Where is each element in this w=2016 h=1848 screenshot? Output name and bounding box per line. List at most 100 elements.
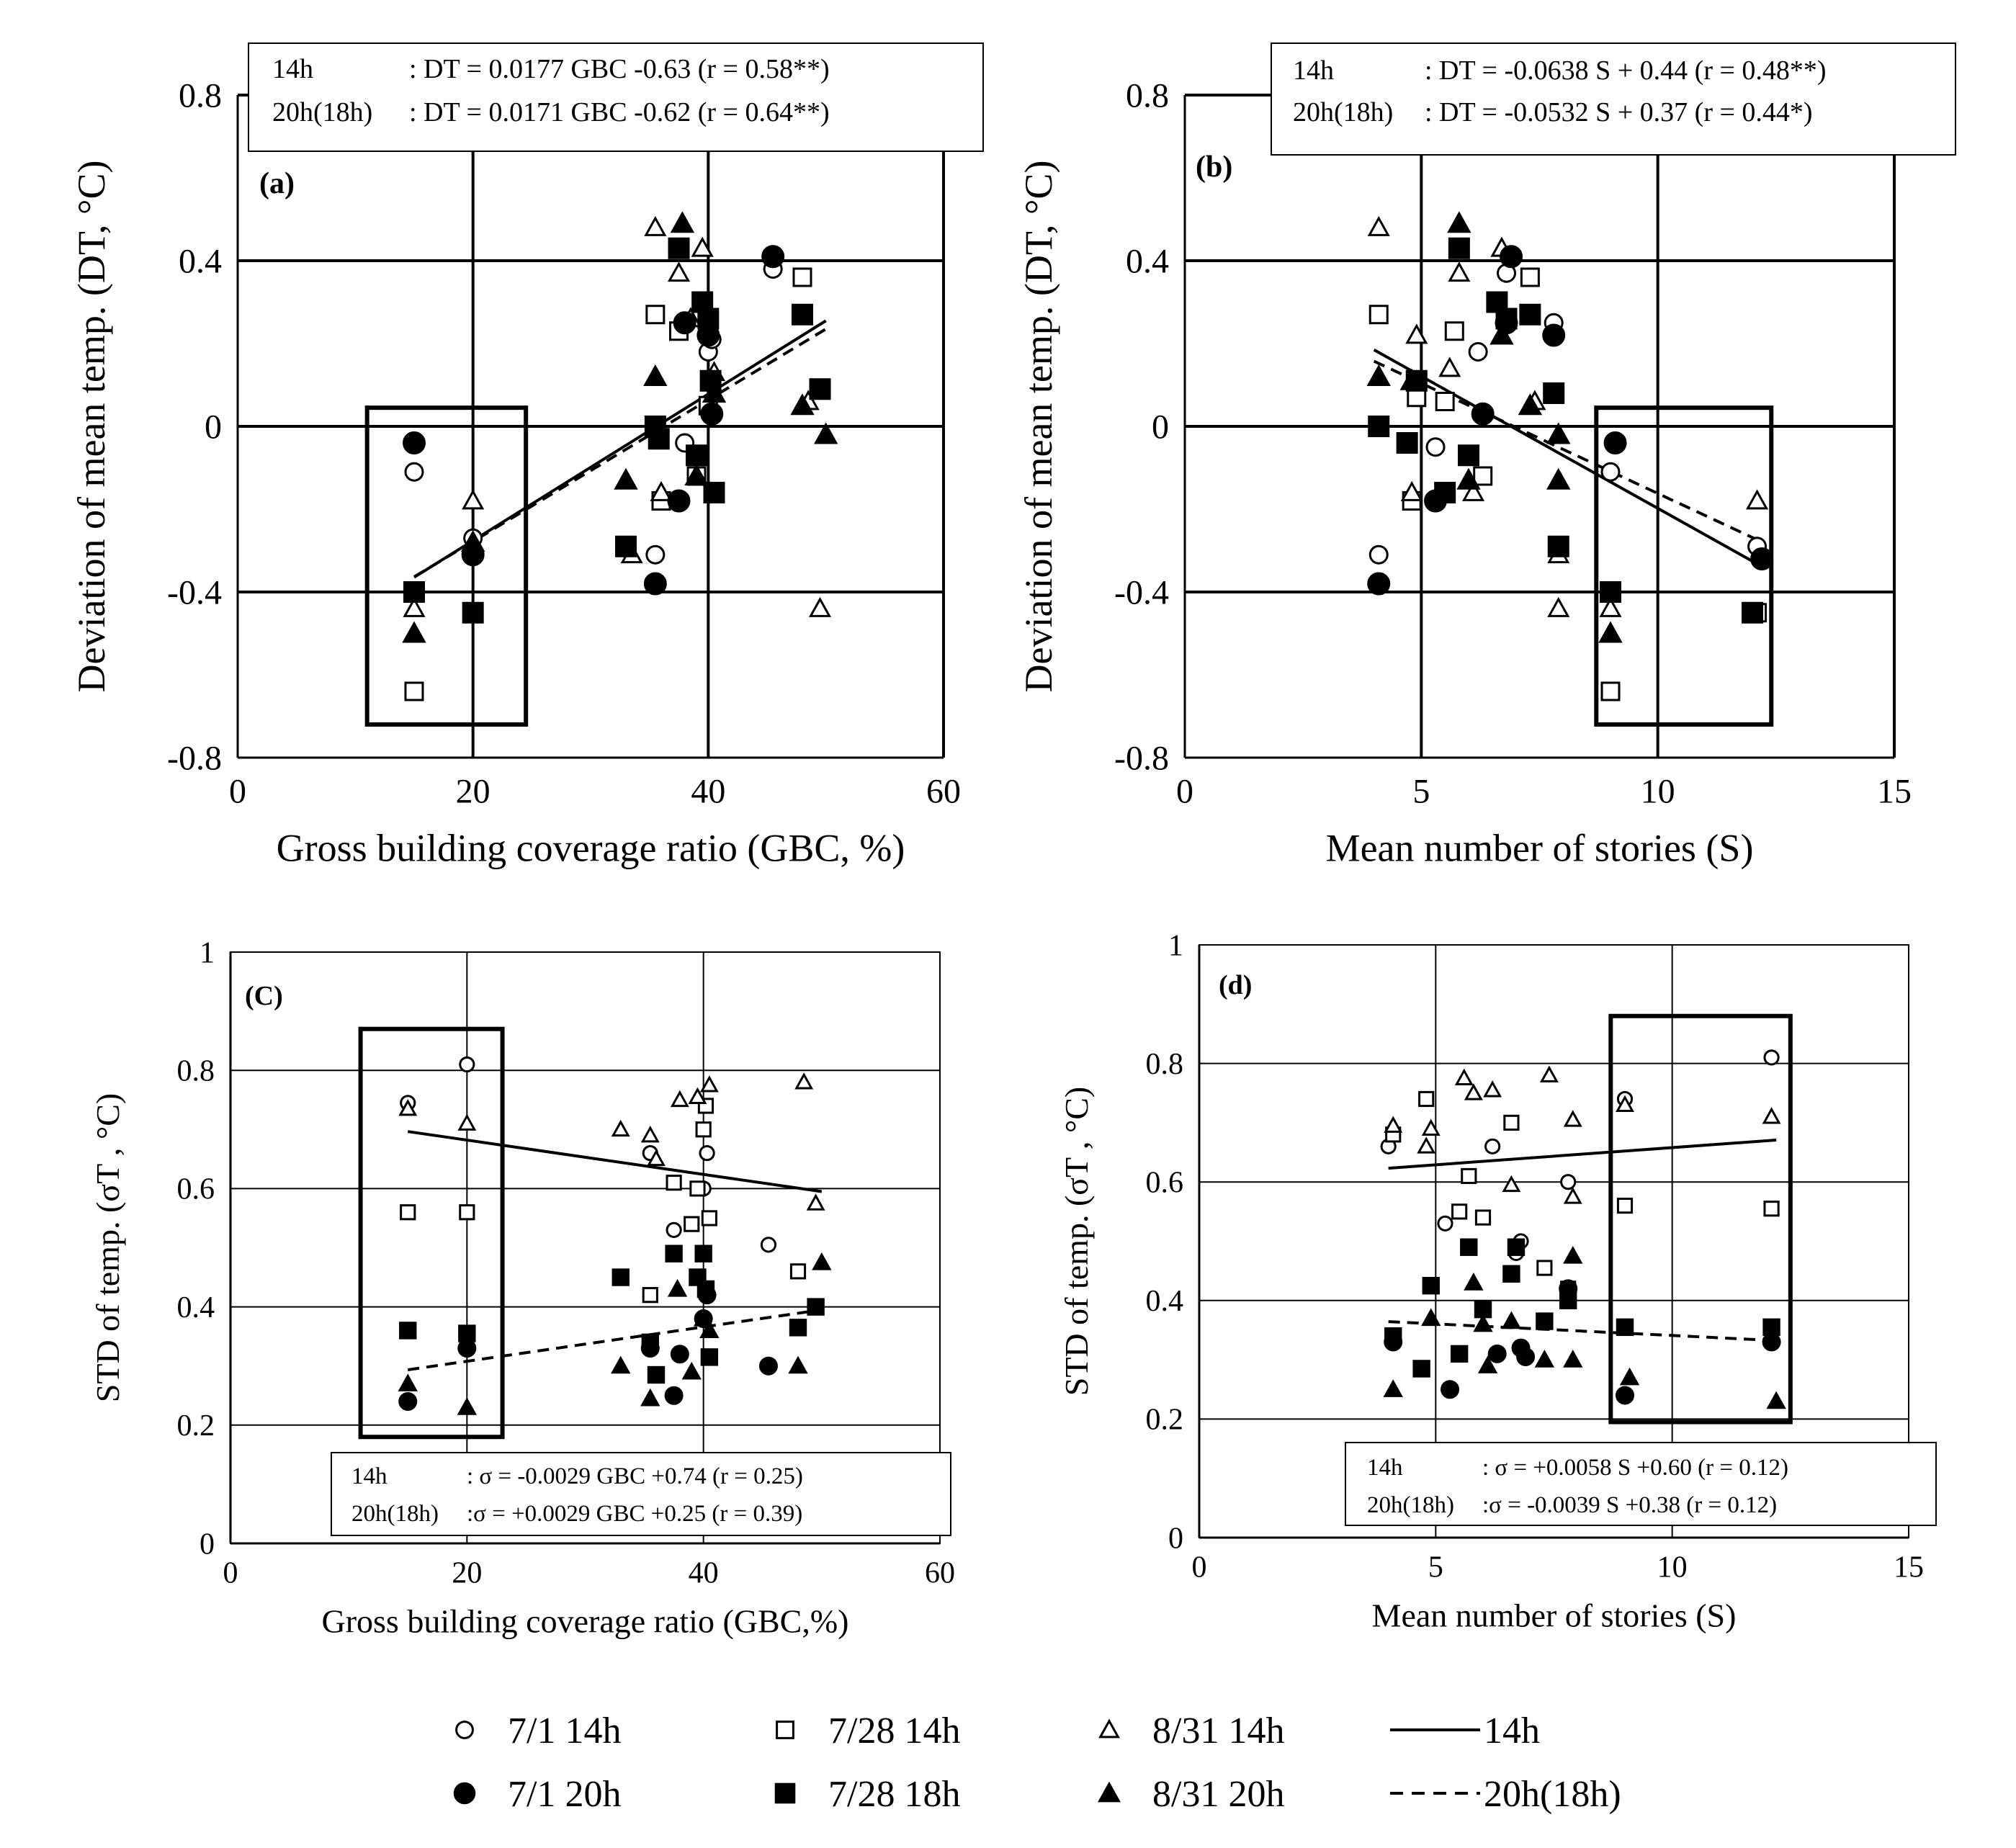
data-point — [1518, 393, 1543, 416]
data-point — [1477, 1355, 1498, 1373]
data-point — [694, 1244, 712, 1262]
data-point — [1417, 1136, 1436, 1154]
data-point — [1599, 596, 1622, 617]
highlight-box — [1594, 405, 1774, 727]
data-point — [1462, 480, 1485, 501]
equation-text: : DT = -0.0532 S + 0.37 (r = 0.44*) — [1425, 97, 1813, 127]
data-point — [684, 463, 709, 485]
data-point — [667, 261, 691, 282]
data-point — [1456, 467, 1481, 490]
data-point — [1367, 572, 1391, 596]
data-point — [650, 480, 673, 501]
data-point — [1487, 1344, 1507, 1363]
equation-time: 20h(18h) — [1367, 1492, 1454, 1518]
data-point — [642, 1287, 658, 1304]
data-point — [808, 596, 832, 617]
data-point — [1444, 321, 1464, 341]
data-point — [1746, 489, 1769, 510]
data-point — [1598, 621, 1623, 643]
data-point — [643, 572, 667, 596]
data-point — [1468, 342, 1488, 362]
equation-time: 20h(18h) — [1293, 97, 1393, 127]
data-point — [1435, 392, 1455, 411]
data-point — [792, 303, 813, 326]
equation-time: 14h — [272, 54, 313, 84]
y-tick-label: -0.8 — [167, 739, 222, 777]
data-point — [809, 378, 831, 400]
x-tick-label: 0 — [223, 1557, 238, 1590]
data-point — [1484, 1138, 1501, 1154]
data-point — [643, 364, 668, 386]
data-point — [760, 1237, 777, 1253]
y-tick-label: 0.8 — [179, 76, 222, 115]
data-point — [688, 1087, 707, 1104]
data-point — [691, 236, 714, 257]
panel-label: (C) — [245, 981, 283, 1011]
data-point — [640, 1388, 660, 1407]
equation-time: 14h — [1367, 1455, 1403, 1481]
data-point — [457, 1397, 478, 1415]
data-point — [1616, 1318, 1634, 1337]
x-tick-label: 40 — [691, 772, 725, 810]
data-point — [1412, 1360, 1430, 1378]
legend-label: 14h — [1484, 1710, 1540, 1751]
data-point — [1448, 261, 1471, 282]
x-tick-label: 0 — [1192, 1551, 1207, 1584]
y-tick-label: 0.8 — [177, 1054, 215, 1087]
data-point — [1421, 1118, 1441, 1136]
x-tick-label: 10 — [1657, 1551, 1688, 1584]
y-axis-label: Deviation of mean temp. (DT, °C) — [70, 161, 113, 693]
data-point — [457, 1113, 477, 1131]
data-point — [693, 1308, 714, 1327]
data-point — [1495, 308, 1518, 330]
data-point — [1461, 1167, 1477, 1185]
data-point — [666, 1175, 682, 1191]
highlight-box — [364, 405, 529, 727]
x-tick-label: 15 — [1894, 1551, 1924, 1584]
legend-label: 7/1 20h — [508, 1774, 621, 1815]
data-point — [695, 1121, 712, 1138]
data-point — [697, 308, 720, 330]
data-point — [1448, 237, 1470, 259]
data-point — [1563, 1187, 1582, 1204]
y-tick-label: 0.8 — [1126, 76, 1169, 115]
data-point — [701, 1210, 717, 1226]
data-point — [1603, 431, 1627, 454]
data-point — [1563, 1110, 1582, 1127]
equation-box — [1271, 42, 1956, 156]
data-point — [1542, 323, 1566, 347]
data-point — [1434, 482, 1456, 503]
data-point — [1534, 1350, 1555, 1368]
legend-label: 8/31 14h — [1152, 1710, 1284, 1751]
data-point — [1454, 1068, 1474, 1085]
equation-box — [1345, 1442, 1937, 1526]
y-tick-label: 0.2 — [177, 1409, 215, 1443]
data-point — [1766, 1391, 1786, 1409]
legend: 7/1 14h 7/28 14h 8/31 14h 14h 7/1 20h 7/28 18… — [453, 1710, 1621, 1815]
data-point — [670, 211, 695, 233]
legend-marker — [776, 1721, 794, 1739]
data-point — [681, 1361, 702, 1380]
data-point — [1546, 422, 1571, 444]
y-tick-label: -0.8 — [1114, 739, 1169, 777]
legend-marker — [1098, 1718, 1120, 1739]
data-point — [458, 1324, 476, 1342]
data-point — [807, 1298, 825, 1316]
data-point — [611, 1119, 630, 1137]
data-point — [1616, 1386, 1634, 1405]
y-tick-label: -0.4 — [1114, 573, 1169, 611]
y-tick-label: 0.4 — [179, 242, 222, 280]
data-point — [647, 1365, 666, 1384]
y-tick-label: 1 — [200, 936, 215, 969]
data-point — [1501, 1311, 1522, 1329]
y-tick-label: 0.4 — [1126, 242, 1169, 280]
x-axis-label: Mean number of stories (S) — [1326, 826, 1754, 869]
regression-line-dashed — [407, 1308, 823, 1372]
data-point — [1563, 1350, 1583, 1368]
data-point — [1559, 1291, 1577, 1309]
data-point — [615, 535, 637, 557]
data-point — [758, 1356, 778, 1376]
y-axis-label: STD of temp. (σT , °C) — [1058, 1087, 1095, 1396]
data-point — [806, 1193, 825, 1211]
plot-frame — [1199, 944, 1909, 1538]
